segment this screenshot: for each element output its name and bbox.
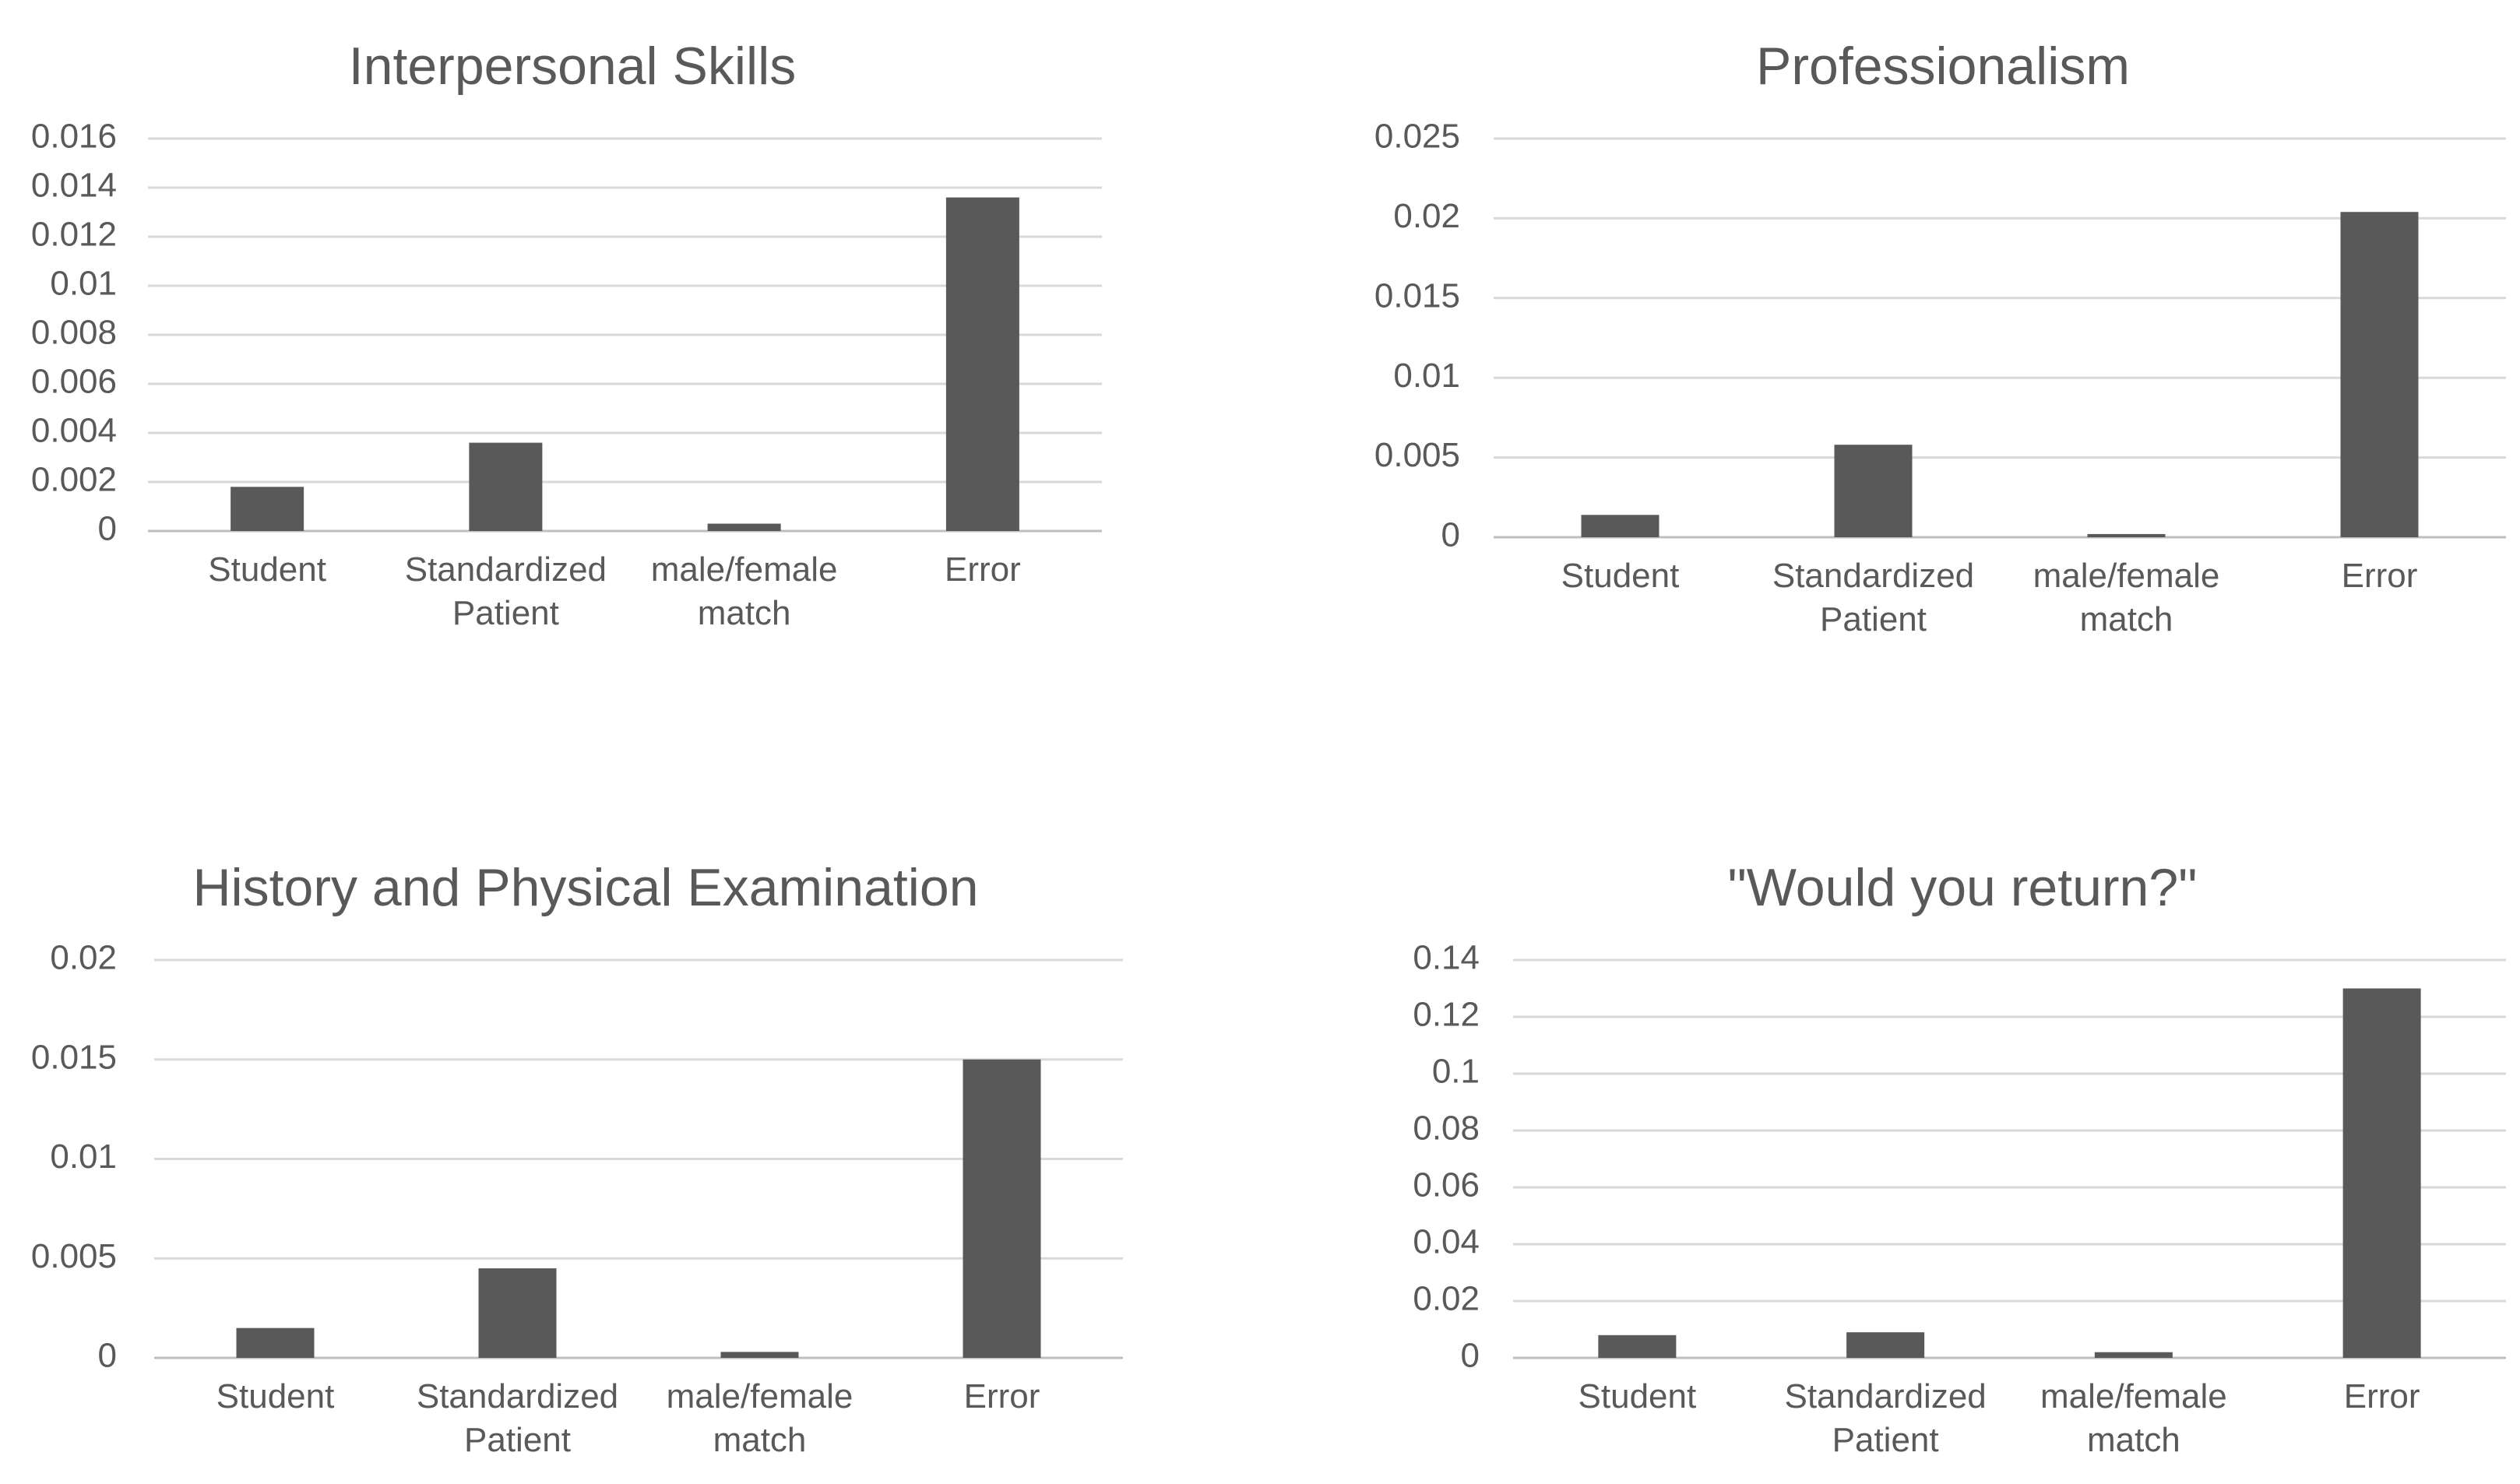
y-tick-label: 0 <box>1461 1337 1480 1375</box>
x-category-label: Patient <box>464 1421 571 1459</box>
bar <box>1846 1332 1925 1358</box>
y-tick-label: 0.02 <box>1393 197 1460 235</box>
y-tick-label: 0.1 <box>1432 1053 1480 1091</box>
chart-title: History and Physical Examination <box>192 858 978 917</box>
x-category-label: Student <box>208 550 326 589</box>
y-tick-label: 0.06 <box>1413 1166 1480 1204</box>
bar <box>1581 515 1659 537</box>
y-tick-label: 0.04 <box>1413 1223 1480 1261</box>
chart-panel-2: Professionalism 0 0.005 0.01 0.015 0.02 0.025 S… <box>1374 37 2506 638</box>
x-category-label: match <box>713 1421 807 1459</box>
x-category-label: match <box>698 594 791 632</box>
x-category-label: male/female <box>667 1377 853 1415</box>
y-tick-label: 0.008 <box>31 314 117 352</box>
x-category-label: Student <box>1579 1377 1697 1415</box>
x-category-label: match <box>2080 600 2173 638</box>
x-category-label: match <box>2087 1421 2180 1459</box>
y-tick-label: 0.025 <box>1374 118 1460 156</box>
chart-panel-4: "Would you return?" 0 0.02 0.04 0.06 0.08 0.1 0… <box>1413 858 2506 1459</box>
y-tick-label: 0.002 <box>31 461 117 499</box>
y-tick-label: 0.014 <box>31 167 117 205</box>
bar <box>945 197 1019 531</box>
bar <box>2340 212 2419 537</box>
bar <box>236 1328 315 1358</box>
bar <box>963 1059 1041 1358</box>
chart-title: Professionalism <box>1756 37 2130 96</box>
y-tick-label: 0.01 <box>50 1138 117 1176</box>
x-category-label: male/female <box>2033 557 2220 595</box>
x-category-label: Error <box>2342 557 2418 595</box>
x-category-label: Standardized <box>417 1377 618 1415</box>
x-category-label: Error <box>2344 1377 2420 1415</box>
y-tick-label: 0.015 <box>31 1038 117 1076</box>
y-tick-label: 0.08 <box>1413 1109 1480 1148</box>
x-category-label: Patient <box>452 594 559 632</box>
bar <box>1598 1335 1677 1358</box>
x-category-label: Standardized <box>405 550 607 589</box>
bar <box>478 1268 557 1358</box>
bar <box>720 1352 799 1358</box>
x-category-label: Standardized <box>1784 1377 1986 1415</box>
y-tick-label: 0.01 <box>1393 357 1460 395</box>
x-category-label: Patient <box>1832 1421 1939 1459</box>
y-tick-label: 0.015 <box>1374 276 1460 315</box>
bar <box>707 523 781 531</box>
y-tick-label: 0.02 <box>50 939 117 977</box>
bar <box>2094 1352 2173 1358</box>
x-category-label: Patient <box>1820 600 1927 638</box>
y-tick-label: 0.012 <box>31 216 117 254</box>
bar <box>2087 533 2166 537</box>
x-category-label: Standardized <box>1772 557 1974 595</box>
y-tick-label: 0.01 <box>50 265 117 303</box>
x-category-label: Error <box>945 550 1021 589</box>
y-tick-label: 0.02 <box>1413 1280 1480 1318</box>
y-tick-label: 0.005 <box>1374 436 1460 474</box>
chart-title: "Would you return?" <box>1728 858 2198 917</box>
x-category-label: male/female <box>651 550 838 589</box>
y-tick-label: 0 <box>1441 516 1460 554</box>
x-category-label: Student <box>1561 557 1680 595</box>
y-tick-label: 0.14 <box>1413 939 1480 977</box>
y-tick-label: 0.005 <box>31 1237 117 1275</box>
bar <box>2342 988 2421 1358</box>
bar <box>1834 445 1913 537</box>
chart-panel-3: History and Physical Examination 0 0.005 0.… <box>31 858 1123 1459</box>
y-tick-label: 0.006 <box>31 363 117 401</box>
y-tick-label: 0.12 <box>1413 996 1480 1034</box>
bar <box>231 487 304 531</box>
chart-panel-1: Interpersonal Skills 0 0.002 0.004 0.006 0.00… <box>31 37 1102 632</box>
bar <box>469 442 543 531</box>
y-tick-label: 0 <box>98 1337 117 1375</box>
x-category-label: male/female <box>2040 1377 2227 1415</box>
y-tick-label: 0 <box>98 510 117 548</box>
x-category-label: Error <box>964 1377 1040 1415</box>
chart-title: Interpersonal Skills <box>349 37 796 96</box>
x-category-label: Student <box>216 1377 335 1415</box>
y-tick-label: 0.016 <box>31 118 117 156</box>
y-tick-label: 0.004 <box>31 412 117 450</box>
